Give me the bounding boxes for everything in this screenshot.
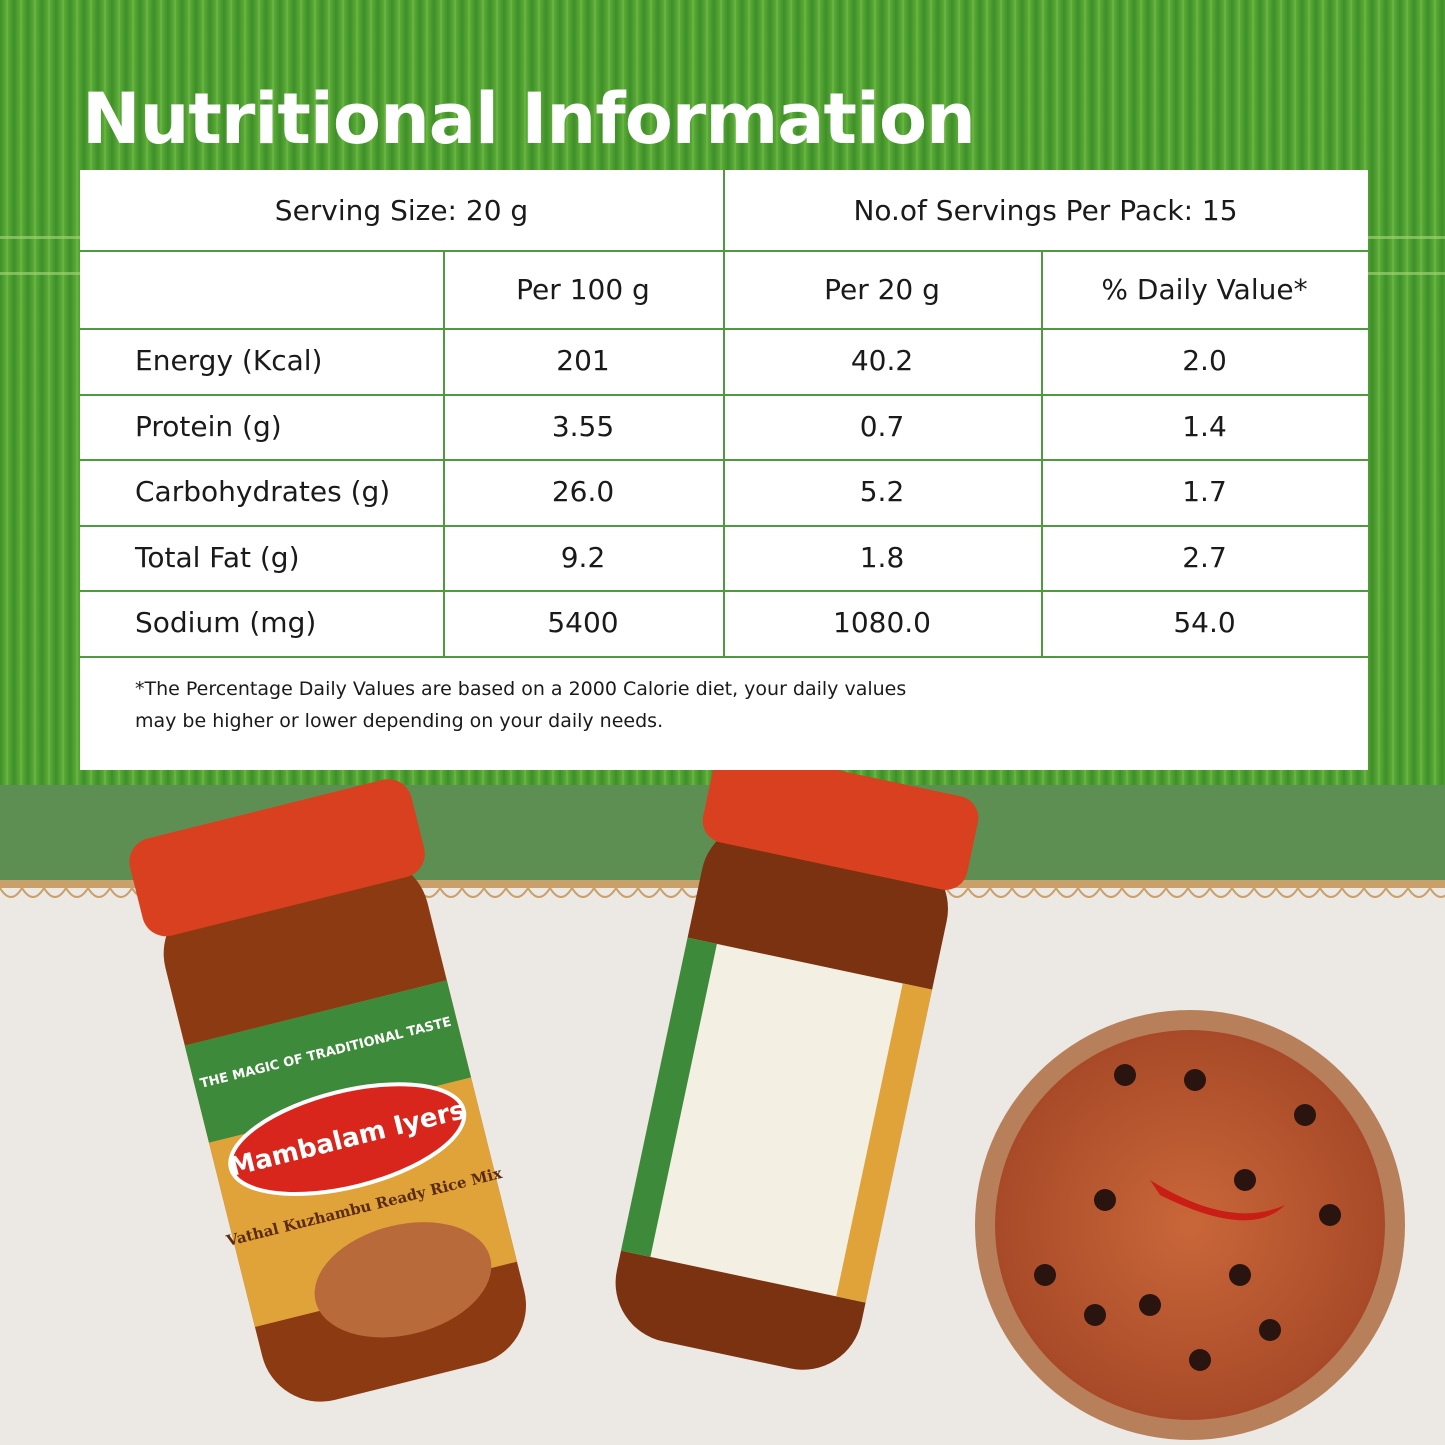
- nutrient-value: 3.55: [551, 409, 615, 443]
- border-scallop: [505, 887, 529, 898]
- border-scallop: [1385, 887, 1409, 898]
- nutrient-name: Energy (Kcal): [135, 344, 323, 378]
- pepper: [1259, 1319, 1281, 1341]
- pepper: [1184, 1069, 1206, 1091]
- border-scallop: [0, 887, 23, 898]
- nutrient-value: 1080.0: [833, 606, 931, 640]
- nutrient-value: 2.0: [1182, 344, 1227, 378]
- garnish: [1034, 1064, 1341, 1371]
- border-scallop: [1297, 887, 1321, 898]
- border-scallop: [43, 887, 67, 898]
- nutrient-name: Protein (g): [135, 409, 282, 443]
- nutrient-value: 54.0: [1173, 606, 1236, 640]
- border-scallop: [65, 887, 89, 898]
- column-header: Per 20 g: [824, 272, 940, 306]
- nutrient-value: 201: [556, 344, 610, 378]
- border-scallop: [571, 887, 595, 898]
- rule: [723, 170, 725, 250]
- border-scallop: [527, 887, 551, 898]
- nutrient-name: Carbohydrates (g): [135, 475, 391, 509]
- nutrient-value: 5.2: [859, 475, 905, 509]
- border-scallop: [1011, 887, 1035, 898]
- pepper: [1139, 1294, 1161, 1316]
- column-header: Per 100 g: [516, 272, 650, 306]
- border-scallop: [439, 887, 463, 898]
- border-scallop: [1407, 887, 1431, 898]
- pepper: [1229, 1264, 1251, 1286]
- nutrition-table: Serving Size: 20 g No.of Servings Per Pac…: [80, 170, 1368, 770]
- border-scallop: [1121, 887, 1145, 898]
- border-scallop: [1099, 887, 1123, 898]
- border-scallop: [483, 887, 507, 898]
- pepper: [1294, 1104, 1316, 1126]
- nutrient-value: 1.4: [1182, 409, 1227, 443]
- border-scallop: [1275, 887, 1299, 898]
- jar-rice: [314, 1222, 492, 1338]
- jar-lid: [129, 779, 425, 937]
- rule: [443, 250, 445, 656]
- footnote: *The Percentage Daily Values are based o…: [135, 677, 907, 700]
- pepper: [1094, 1189, 1116, 1211]
- border-scallop: [461, 887, 485, 898]
- border-scallop: [659, 887, 683, 898]
- nutrient-value: 5400: [547, 606, 619, 640]
- border-scallop: [1187, 887, 1211, 898]
- border-scallop: [1253, 887, 1277, 898]
- nutrient-name: Total Fat (g): [135, 540, 300, 574]
- border-scallop: [1209, 887, 1233, 898]
- jar-lid: [702, 748, 979, 890]
- border-scallop: [593, 887, 617, 898]
- column-header: % Daily Value*: [1101, 272, 1308, 306]
- serving-size: Serving Size: 20 g: [274, 193, 529, 227]
- border-scallop: [1231, 887, 1255, 898]
- border-scallop: [1077, 887, 1101, 898]
- footnote: may be higher or lower depending on your…: [135, 709, 664, 732]
- servings-per-pack: No.of Servings Per Pack: 15: [853, 193, 1238, 227]
- nutrient-value: 0.7: [859, 409, 905, 443]
- border-scallop: [549, 887, 573, 898]
- pepper: [1084, 1304, 1106, 1326]
- rule: [723, 250, 725, 656]
- border-scallop: [967, 887, 991, 898]
- border-scallop: [615, 887, 639, 898]
- border-scallop: [945, 887, 969, 898]
- nutrient-value: 40.2: [850, 344, 914, 378]
- pepper: [1234, 1169, 1256, 1191]
- pepper: [1189, 1349, 1211, 1371]
- jar-back: [615, 748, 979, 1370]
- pepper: [1034, 1264, 1056, 1286]
- jar-front: THE MAGIC OF TRADITIONAL TASTE Mambalam …: [129, 779, 526, 1402]
- nutrient-value: 1.8: [859, 540, 905, 574]
- nutrient-value: 9.2: [560, 540, 606, 574]
- brand-oval: [228, 1082, 467, 1196]
- nutrient-value: 26.0: [551, 475, 615, 509]
- jar-label-top: [184, 980, 471, 1143]
- pepper: [1319, 1204, 1341, 1226]
- border-scallop: [989, 887, 1013, 898]
- nutrient-name: Sodium (mg): [135, 606, 317, 640]
- border-scallop: [1429, 887, 1445, 898]
- rule: [80, 655, 1368, 658]
- border-scallop: [1033, 887, 1057, 898]
- border-scallop: [87, 887, 111, 898]
- rule: [1041, 250, 1043, 656]
- nutrient-value: 1.7: [1182, 475, 1227, 509]
- jar-label-edge: [836, 983, 933, 1303]
- title: Nutritional Information: [82, 78, 976, 160]
- border-scallop: [1341, 887, 1365, 898]
- border-scallop: [637, 887, 661, 898]
- border-scallop: [1319, 887, 1343, 898]
- border-scallop: [21, 887, 45, 898]
- pepper: [1114, 1064, 1136, 1086]
- jar-label-edge: [621, 937, 717, 1257]
- border-scallop: [1363, 887, 1387, 898]
- border-scallop: [1165, 887, 1189, 898]
- border-scallop: [1143, 887, 1167, 898]
- border-scallop: [109, 887, 133, 898]
- border-scallop: [1055, 887, 1079, 898]
- chilli: [1150, 1180, 1285, 1221]
- nutrient-value: 2.7: [1182, 540, 1227, 574]
